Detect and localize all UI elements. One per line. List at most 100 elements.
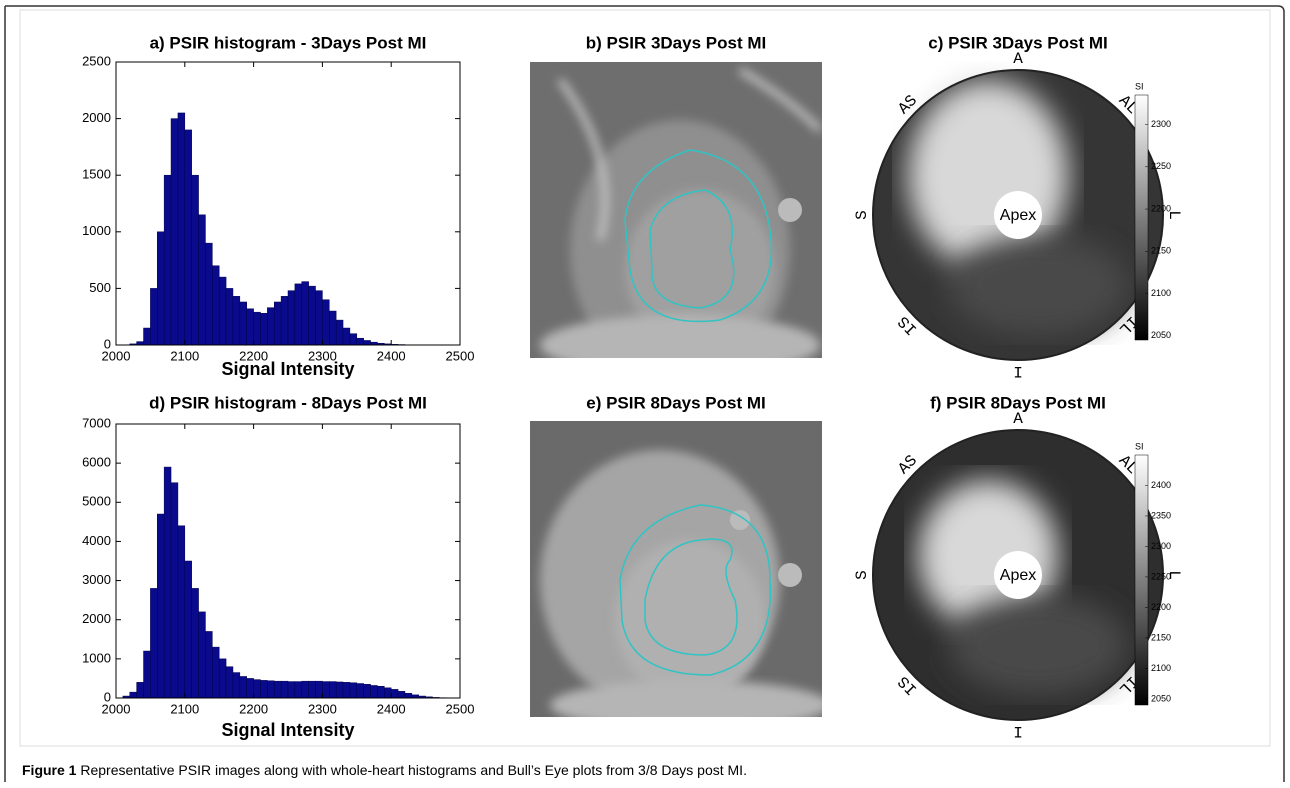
bar [164, 175, 171, 345]
colorbar-tick-label: 2250 [1151, 571, 1171, 581]
y-tick-label: 6000 [82, 455, 111, 470]
bar [192, 588, 199, 698]
segment-label: A [1013, 410, 1023, 428]
bar [130, 692, 137, 698]
bar [357, 684, 364, 698]
bar [350, 683, 357, 698]
colorbar-tick-label: 2100 [1151, 288, 1171, 298]
bar [336, 320, 343, 345]
bar [192, 175, 199, 345]
bar [260, 680, 267, 698]
x-tick-label: 2100 [170, 701, 199, 716]
bar [219, 659, 226, 698]
bar [212, 647, 219, 698]
bar [254, 312, 261, 345]
colorbar-tick-label: 2300 [1151, 541, 1171, 551]
segment-label: S [853, 210, 871, 220]
y-tick-label: 3000 [82, 572, 111, 587]
bar [364, 340, 371, 345]
bar [405, 693, 412, 698]
colorbar-title: SI [1135, 81, 1144, 91]
bar [233, 296, 240, 345]
y-tick-label: 4000 [82, 533, 111, 548]
bar [371, 685, 378, 698]
x-tick-label: 2000 [102, 701, 131, 716]
bar [316, 291, 323, 345]
x-tick-label: 2300 [308, 348, 337, 363]
colorbar-tick-label: 2150 [1151, 246, 1171, 256]
bar [343, 328, 350, 345]
bar [164, 467, 171, 698]
bar [219, 277, 226, 345]
y-tick-label: 500 [89, 280, 111, 295]
bar [267, 681, 274, 698]
x-tick-label: 2500 [446, 348, 475, 363]
bar [391, 689, 398, 698]
colorbar [1135, 455, 1148, 705]
x-tick-label: 2400 [377, 701, 406, 716]
bar [212, 266, 219, 345]
bar [398, 691, 405, 698]
x-tick-label: 2300 [308, 701, 337, 716]
y-tick-label: 2500 [82, 53, 111, 68]
bar [199, 612, 206, 698]
mri-image [530, 62, 822, 380]
segment-label: A [1013, 50, 1023, 68]
x-tick-label: 2100 [170, 348, 199, 363]
bar [185, 561, 192, 698]
bar [171, 483, 178, 698]
colorbar-tick-label: 2400 [1151, 480, 1171, 490]
bar [302, 282, 309, 345]
bar [322, 300, 329, 345]
bar [171, 119, 178, 345]
y-tick-label: 5000 [82, 494, 111, 509]
bar [316, 681, 323, 698]
bar [295, 284, 302, 345]
colorbar-tick-label: 2300 [1151, 119, 1171, 129]
y-tick-label: 1000 [82, 223, 111, 238]
segment-label: I [1013, 362, 1023, 380]
bar [288, 291, 295, 345]
bar [226, 288, 233, 345]
bar [240, 302, 247, 345]
bar [137, 342, 144, 345]
bar [274, 681, 281, 698]
bar [157, 514, 164, 698]
colorbar-tick-label: 2100 [1151, 663, 1171, 673]
colorbar-tick-label: 2200 [1151, 602, 1171, 612]
bar [281, 296, 288, 345]
bar [364, 684, 371, 698]
bar [144, 651, 151, 698]
bar [288, 682, 295, 698]
y-tick-label: 2000 [82, 611, 111, 626]
chart-title: a) PSIR histogram - 3Days Post MI [150, 33, 427, 52]
bar [267, 308, 274, 345]
colorbar-title: SI [1135, 441, 1144, 451]
bar [384, 688, 391, 698]
y-tick-label: 1000 [82, 650, 111, 665]
chart-title: d) PSIR histogram - 8Days Post MI [149, 393, 427, 412]
x-tick-label: 2200 [239, 348, 268, 363]
bar [377, 686, 384, 698]
colorbar [1135, 95, 1148, 340]
bar [247, 309, 254, 345]
bullseye-mid [948, 235, 1128, 335]
bar [150, 588, 157, 698]
bar [205, 243, 212, 345]
bar [178, 113, 185, 345]
apex-label: Apex [1000, 567, 1036, 584]
colorbar-tick-label: 2050 [1151, 693, 1171, 703]
bar [233, 673, 240, 698]
bar [309, 286, 316, 345]
segment-label: I [1013, 722, 1023, 740]
bar [350, 334, 357, 345]
bar [157, 232, 164, 345]
bar [329, 682, 336, 698]
x-tick-label: 2500 [446, 701, 475, 716]
bar [329, 311, 336, 345]
colorbar-tick-label: 2350 [1151, 510, 1171, 520]
bar [144, 328, 151, 345]
caption-label: Figure 1 [22, 762, 77, 778]
y-tick-label: 2000 [82, 110, 111, 125]
